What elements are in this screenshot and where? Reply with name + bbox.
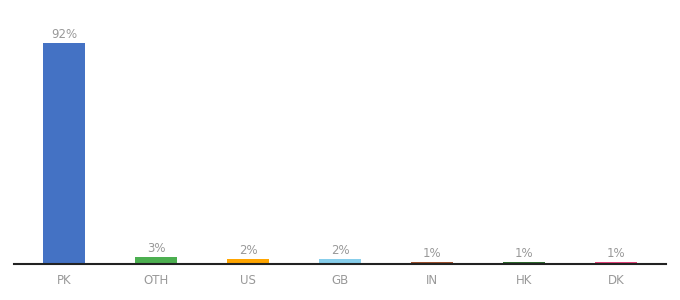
Bar <box>135 257 177 264</box>
Text: 2%: 2% <box>330 244 350 257</box>
Bar <box>227 259 269 264</box>
Text: 92%: 92% <box>51 28 77 41</box>
Text: 1%: 1% <box>515 247 533 260</box>
Text: 2%: 2% <box>239 244 257 257</box>
Bar <box>44 43 85 264</box>
Bar <box>595 262 636 264</box>
Text: 3%: 3% <box>147 242 165 255</box>
Bar <box>503 262 545 264</box>
Bar <box>320 259 360 264</box>
Text: 1%: 1% <box>423 247 441 260</box>
Bar <box>411 262 453 264</box>
Text: 1%: 1% <box>607 247 626 260</box>
